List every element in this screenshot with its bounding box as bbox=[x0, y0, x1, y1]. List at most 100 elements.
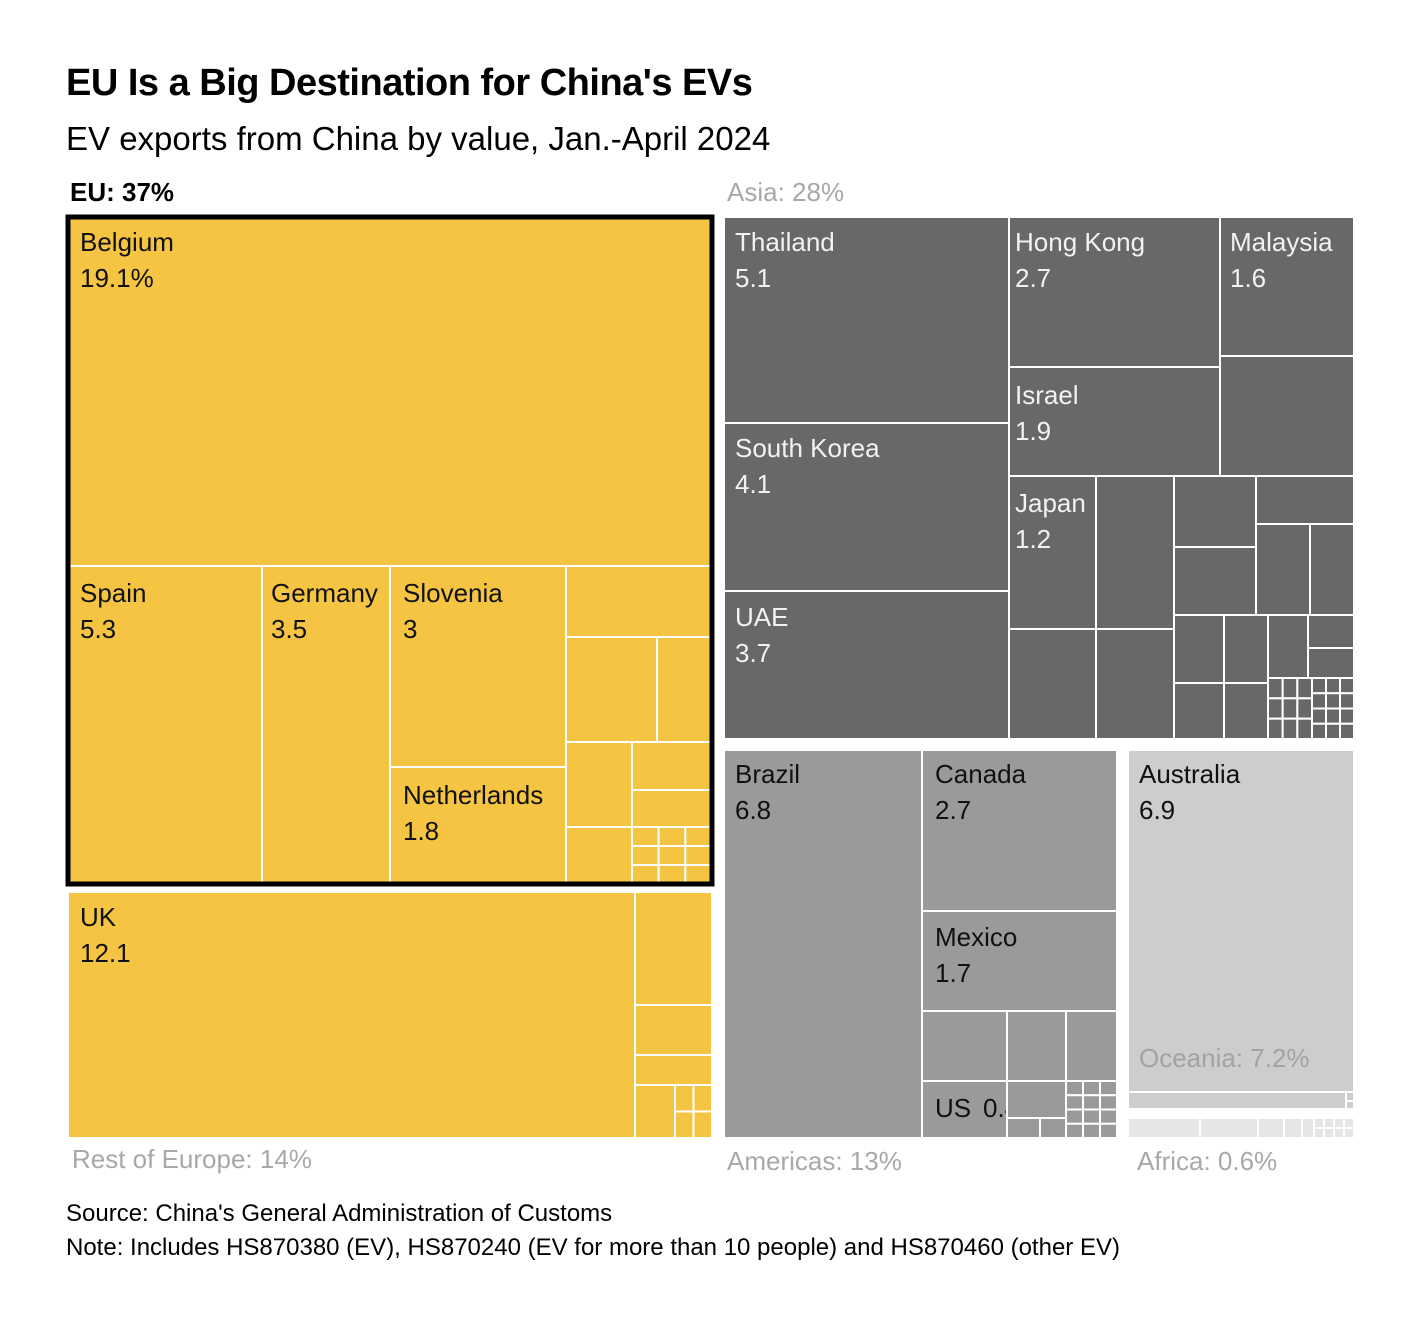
country-label-brazil: Brazil bbox=[735, 759, 800, 789]
treemap-cell bbox=[634, 1004, 713, 1056]
treemap-cell bbox=[1082, 1122, 1101, 1139]
country-cell-hong-kong bbox=[1008, 216, 1221, 368]
country-label-belgium: Belgium bbox=[80, 227, 174, 257]
country-cell-australia bbox=[1127, 749, 1355, 1093]
country-label-netherlands: Netherlands bbox=[403, 780, 543, 810]
treemap-cell bbox=[1281, 717, 1299, 741]
treemap-cell bbox=[1173, 546, 1257, 616]
country-label-thailand: Thailand bbox=[735, 227, 835, 257]
treemap-cell bbox=[1283, 1117, 1303, 1139]
treemap-cell bbox=[921, 1010, 1008, 1082]
treemap-cell bbox=[1313, 1127, 1325, 1139]
country-label-us: US bbox=[935, 1093, 971, 1123]
country-value-japan: 1.2 bbox=[1015, 524, 1051, 554]
treemap-cell bbox=[1127, 1091, 1347, 1110]
treemap-cell bbox=[1173, 475, 1257, 548]
treemap-cell bbox=[1339, 692, 1355, 710]
country-label-south-korea: South Korea bbox=[735, 433, 880, 463]
treemap-cell bbox=[1345, 1100, 1355, 1110]
region-label-asia: Asia: 28% bbox=[727, 177, 844, 207]
treemap-cell bbox=[1323, 1127, 1335, 1139]
treemap-cell bbox=[1325, 722, 1341, 740]
treemap-cell bbox=[1065, 1010, 1118, 1082]
treemap-cell bbox=[1095, 628, 1175, 740]
chart-title: EU Is a Big Destination for China's EVs bbox=[66, 62, 753, 104]
treemap-cell bbox=[1309, 523, 1355, 616]
treemap-cell bbox=[565, 565, 713, 638]
treemap-cell bbox=[1219, 355, 1355, 477]
treemap-cell bbox=[1333, 1127, 1345, 1139]
treemap-cell bbox=[631, 845, 660, 866]
treemap-cell bbox=[634, 1054, 713, 1086]
treemap-cell bbox=[1099, 1094, 1118, 1111]
country-value-belgium: 19.1% bbox=[80, 263, 154, 293]
treemap-cell bbox=[1065, 1094, 1084, 1111]
treemap-cell bbox=[1296, 717, 1314, 741]
treemap-cell bbox=[1339, 722, 1355, 740]
treemap-cell bbox=[1199, 1117, 1259, 1139]
treemap-cell bbox=[1323, 1117, 1335, 1129]
treemap-cell bbox=[1267, 717, 1284, 741]
country-value-malaysia: 1.6 bbox=[1230, 263, 1266, 293]
country-label-mexico: Mexico bbox=[935, 922, 1017, 952]
treemap-cell bbox=[1267, 614, 1309, 679]
country-label-australia: Australia bbox=[1139, 759, 1241, 789]
country-value-netherlands: 1.8 bbox=[403, 816, 439, 846]
treemap-cell bbox=[631, 741, 713, 791]
country-cell-brazil bbox=[723, 749, 923, 1139]
country-label-slovenia: Slovenia bbox=[403, 578, 503, 608]
treemap-cell bbox=[1296, 677, 1314, 700]
country-label-hong-kong: Hong Kong bbox=[1015, 227, 1145, 257]
treemap-cell bbox=[1065, 1122, 1084, 1139]
treemap-cell bbox=[1173, 682, 1225, 740]
country-label-spain: Spain bbox=[80, 578, 147, 608]
treemap-cell bbox=[1006, 1117, 1041, 1139]
treemap-cell bbox=[631, 789, 713, 828]
country-cell-malaysia bbox=[1219, 216, 1355, 357]
region-label-americas: Americas: 13% bbox=[727, 1146, 902, 1176]
country-value-uk: 12.1 bbox=[80, 938, 131, 968]
country-cell-us bbox=[921, 1080, 1008, 1139]
treemap-cell bbox=[1267, 677, 1284, 700]
treemap-cell bbox=[1065, 1080, 1084, 1097]
region-label-africa: Africa: 0.6% bbox=[1137, 1146, 1277, 1176]
treemap-cell bbox=[1313, 1117, 1325, 1129]
treemap-cell bbox=[1267, 697, 1284, 720]
country-label-germany: Germany bbox=[271, 578, 378, 608]
treemap-cell bbox=[1343, 1117, 1355, 1129]
treemap-cell bbox=[1065, 1108, 1084, 1125]
treemap-cell bbox=[1006, 1080, 1067, 1119]
treemap-cell bbox=[674, 1084, 695, 1113]
treemap-cell bbox=[1039, 1117, 1067, 1139]
treemap-cell bbox=[1311, 677, 1327, 695]
treemap-cell bbox=[1082, 1094, 1101, 1111]
source-note: Source: China's General Administration o… bbox=[66, 1200, 613, 1227]
country-value-canada: 2.7 bbox=[935, 795, 971, 825]
treemap-cell bbox=[1343, 1127, 1355, 1139]
country-value-hong-kong: 2.7 bbox=[1015, 263, 1051, 293]
treemap-cell bbox=[1223, 682, 1269, 740]
eu-region-border bbox=[65, 214, 715, 887]
country-cell-belgium bbox=[67, 216, 713, 567]
treemap-cell bbox=[1307, 614, 1355, 649]
treemap-cell bbox=[565, 826, 633, 885]
treemap-cell bbox=[684, 864, 713, 885]
treemap-cell bbox=[1325, 677, 1341, 695]
country-cell-uk bbox=[67, 891, 636, 1139]
country-cell-netherlands bbox=[389, 766, 567, 885]
treemap-cell bbox=[1281, 697, 1299, 720]
country-cell-uae bbox=[723, 590, 1010, 740]
country-value-uae: 3.7 bbox=[735, 638, 771, 668]
footnote: Note: Includes HS870380 (EV), HS870240 (… bbox=[66, 1234, 1120, 1261]
treemap-cell bbox=[1281, 677, 1299, 700]
country-value-australia: 6.9 bbox=[1139, 795, 1175, 825]
treemap-cell bbox=[1345, 1091, 1355, 1102]
country-label-japan: Japan bbox=[1015, 488, 1086, 518]
treemap-cell bbox=[1339, 677, 1355, 695]
treemap-cell bbox=[1307, 647, 1355, 679]
treemap-cell bbox=[1082, 1108, 1101, 1125]
treemap-cell bbox=[1301, 1117, 1315, 1139]
treemap-cell bbox=[631, 826, 660, 847]
country-label-canada: Canada bbox=[935, 759, 1027, 789]
